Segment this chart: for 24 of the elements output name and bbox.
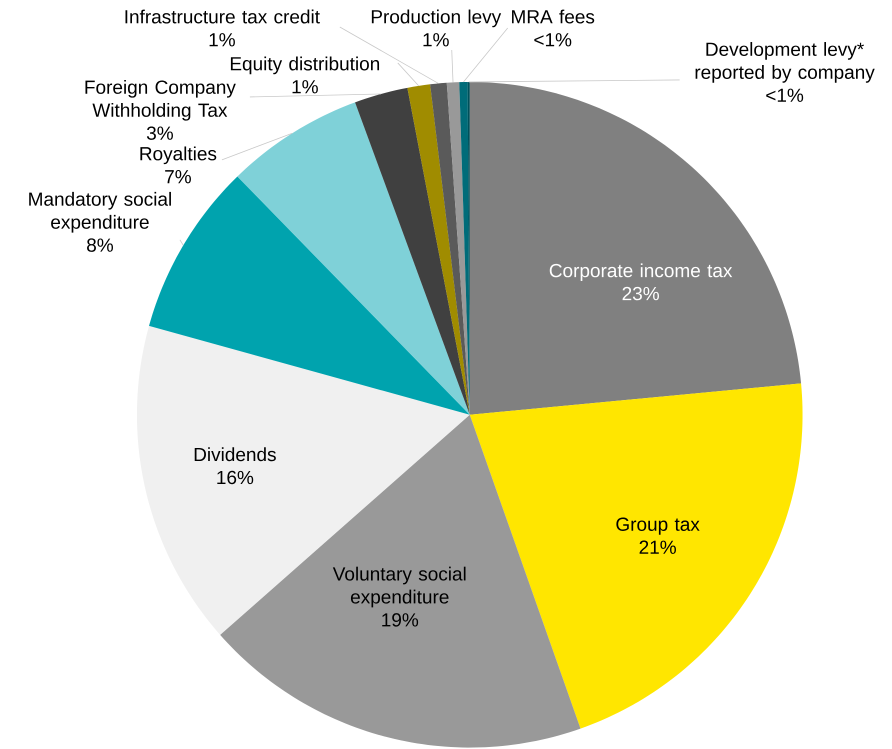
slice-label: Development levy* reported by company: [696, 42, 875, 83]
data-label: 19%: [382, 613, 418, 627]
data-label: 7%: [165, 170, 191, 184]
data-label: 1%: [292, 80, 318, 94]
slice-label: MRA fees: [512, 10, 594, 24]
data-label: 8%: [87, 238, 113, 252]
data-label: 1%: [210, 33, 235, 47]
slice-label: Dividends: [194, 447, 276, 462]
slice-label: Infrastructure tax credit: [125, 10, 320, 24]
data-label: 16%: [217, 470, 254, 484]
slice-label: Group tax: [616, 518, 700, 535]
data-label: 23%: [622, 287, 659, 301]
data-label: <1%: [766, 88, 804, 102]
data-label: <1%: [534, 33, 572, 47]
slice-label: Corporate income tax: [550, 264, 732, 282]
slice-label: Equity distribution: [230, 56, 380, 74]
slice-label: Voluntary social expenditure: [332, 566, 466, 608]
slice-label: Mandatory social expenditure: [29, 192, 171, 233]
data-label: 1%: [423, 33, 449, 47]
data-label: 3%: [146, 126, 173, 140]
slice-label: Royalties: [140, 146, 216, 164]
slice-label: Production levy: [372, 10, 502, 28]
data-label: 21%: [640, 540, 676, 554]
slice-label: Foreign Company Withholding Tax: [85, 80, 236, 121]
